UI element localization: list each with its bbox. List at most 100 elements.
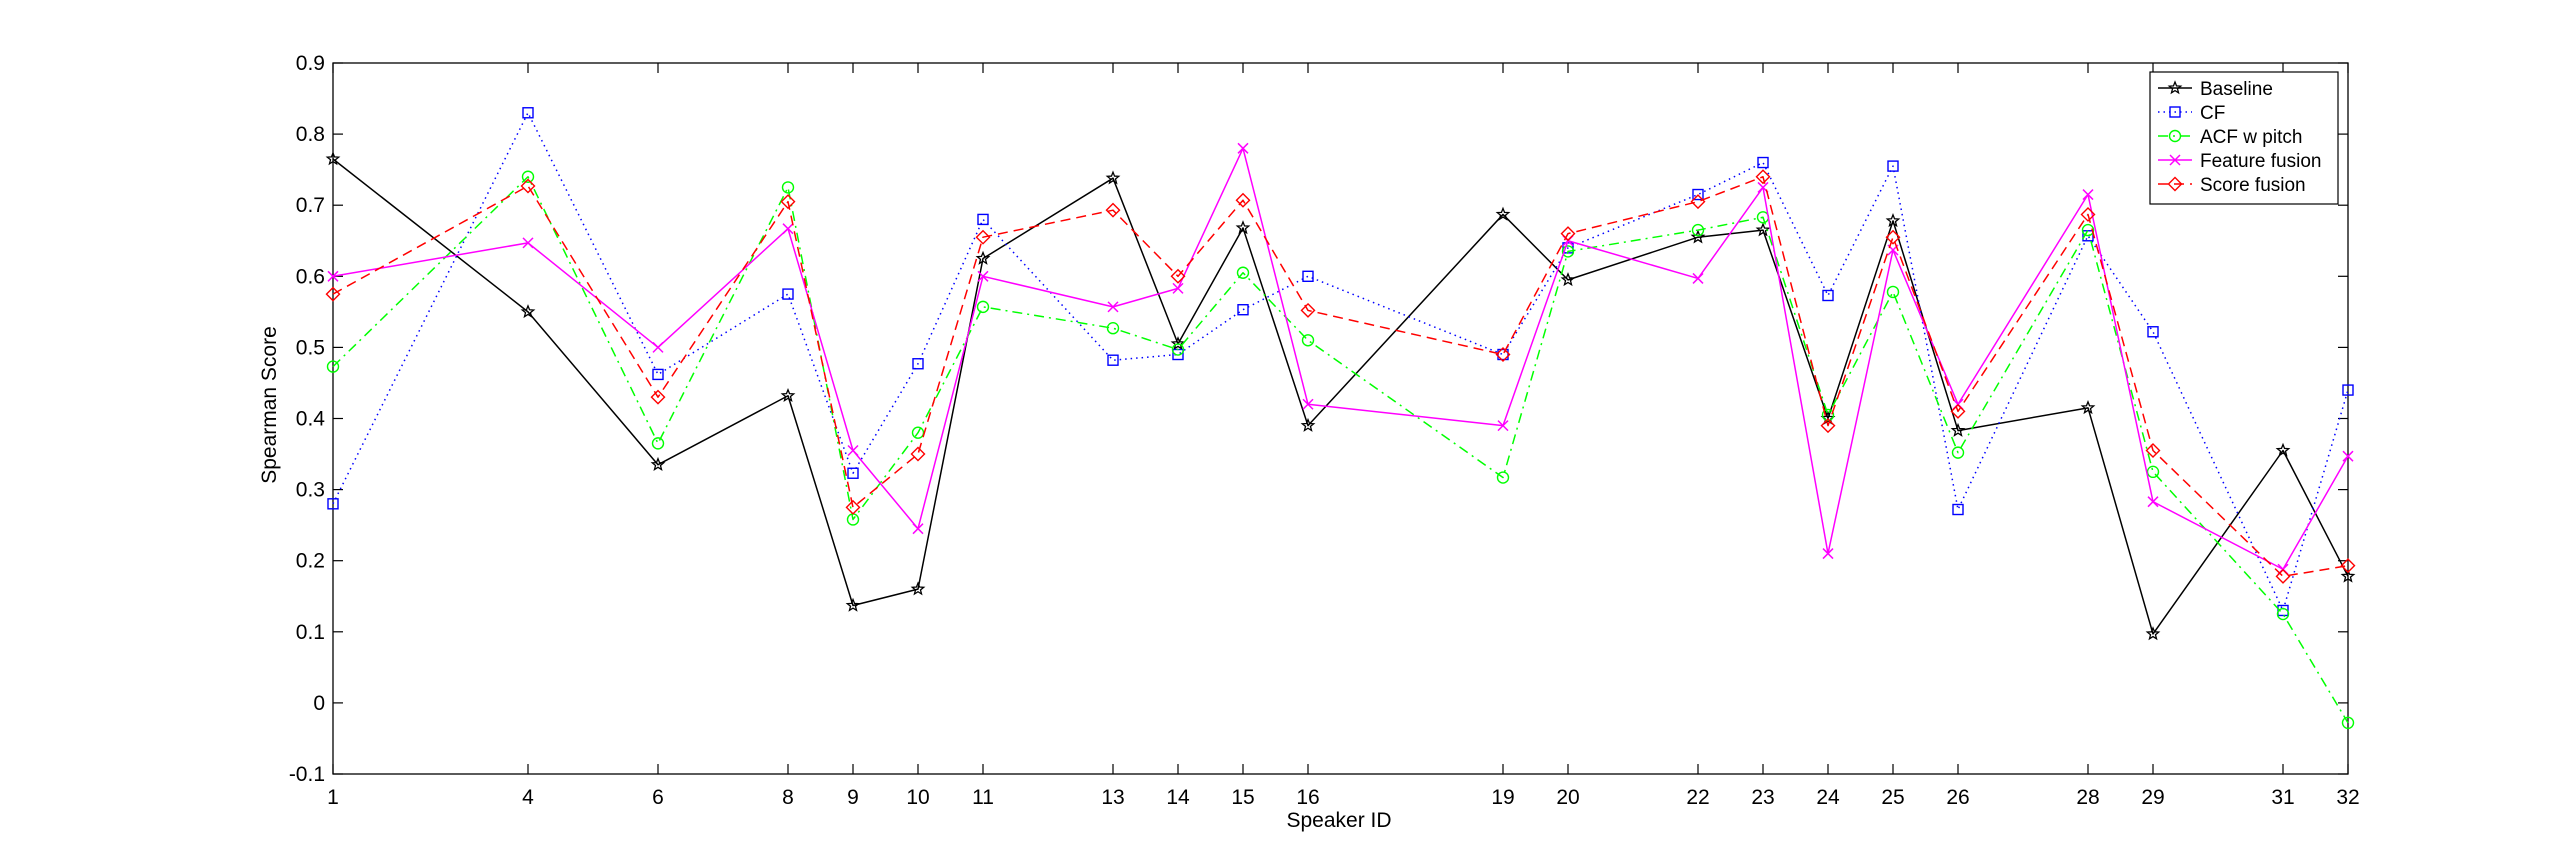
data-point [1237,142,1249,154]
data-point [2082,230,2094,242]
data-point [1822,289,1834,302]
data-point [1302,270,1314,282]
data-point [1170,336,1186,351]
legend-swatch-marker [2169,106,2181,118]
legend: Baseline CF ACF w pitch Feature fusion Score… [2149,71,2339,205]
data-point [2340,558,2356,574]
x-tick-label: 32 [2336,786,2359,809]
data-point [1561,245,1575,258]
data-point [2147,496,2159,508]
y-tick-label: 0.6 [296,265,325,288]
data-point [1692,188,1704,201]
x-tick-label: 20 [1556,786,1579,809]
data-point [977,213,989,226]
data-point [1822,548,1834,560]
data-point [845,597,861,612]
x-tick-label: 16 [1296,786,1319,809]
data-point [847,467,859,479]
data-point [325,286,341,302]
data-point [910,581,926,596]
data-point [2275,442,2291,457]
data-point [1495,347,1511,362]
data-point [650,456,666,472]
data-point [910,446,926,462]
x-tick-label: 13 [1101,786,1124,809]
data-point [1950,403,1966,419]
x-axis-label: Speaker ID [1286,809,1391,832]
x-tick-label: 10 [906,786,929,809]
data-point [1107,301,1119,313]
data-point [1172,282,1184,294]
data-point [2082,189,2094,201]
data-point [1692,272,1704,284]
data-point [1496,471,1510,484]
data-point [1560,226,1576,242]
legend-box [2149,71,2339,205]
x-tick-label: 1 [327,786,339,809]
data-point [1105,202,1121,218]
legend-swatch-marker [2168,129,2182,143]
y-tick-label: 0.4 [296,408,326,431]
x-tick-label: 25 [1881,786,1904,809]
data-point [521,170,535,183]
plot-area: -0.100.10.20.30.40.50.60.70.80.91 4 6 8 9 10 1… [289,52,2360,809]
x-tick-label: 14 [1166,786,1190,809]
data-point [975,229,991,245]
y-tick-label: 0 [313,692,325,715]
data-point [780,194,796,210]
data-point [1300,417,1316,432]
data-point [780,387,796,403]
data-point [1301,334,1315,347]
data-point [2276,607,2290,621]
data-point [1171,343,1185,356]
data-point [911,426,925,439]
data-point [1887,160,1899,172]
data-point [1757,156,1769,169]
data-point [912,358,924,370]
series-line [332,158,2349,635]
data-point [522,107,534,119]
data-point [847,444,859,457]
data-point [1106,322,1120,335]
data-point [2145,626,2161,641]
data-point [2145,443,2161,458]
legend-label: Feature fusion [2200,151,2321,172]
legend-swatch-marker [2167,80,2183,95]
legend-label: CF [2200,103,2225,124]
data-point [651,437,665,450]
data-point [845,499,861,515]
y-tick-label: 0.9 [296,52,325,75]
x-tick-label: 9 [847,786,859,809]
y-tick-label: -0.1 [289,763,325,786]
x-tick-label: 11 [972,786,994,809]
data-point [1105,170,1121,185]
data-point [1690,229,1706,244]
data-point [1236,266,1250,279]
data-point [650,389,666,405]
data-point [1950,422,1966,437]
data-point [2342,384,2354,396]
data-point [2080,206,2096,222]
y-tick-label: 0.7 [296,194,325,217]
x-tick-label: 19 [1491,786,1514,809]
data-point [2342,450,2354,462]
y-axis-label: Spearman Score [258,326,281,484]
series-line [332,112,2349,612]
legend-swatch-marker [2169,154,2181,166]
x-tick-label: 31 [2271,786,2294,809]
data-point [652,341,664,353]
data-point [1107,354,1119,366]
data-point [2147,326,2159,338]
data-point [1235,192,1251,208]
data-point [2275,568,2291,584]
data-point [1560,272,1576,287]
x-tick-label: 23 [1751,786,1774,809]
legend-label: ACF w pitch [2200,127,2302,148]
data-point [1886,285,1900,299]
data-point [327,498,339,510]
data-point [2341,716,2355,730]
y-tick-label: 0.2 [296,550,325,573]
data-point [2146,465,2160,479]
